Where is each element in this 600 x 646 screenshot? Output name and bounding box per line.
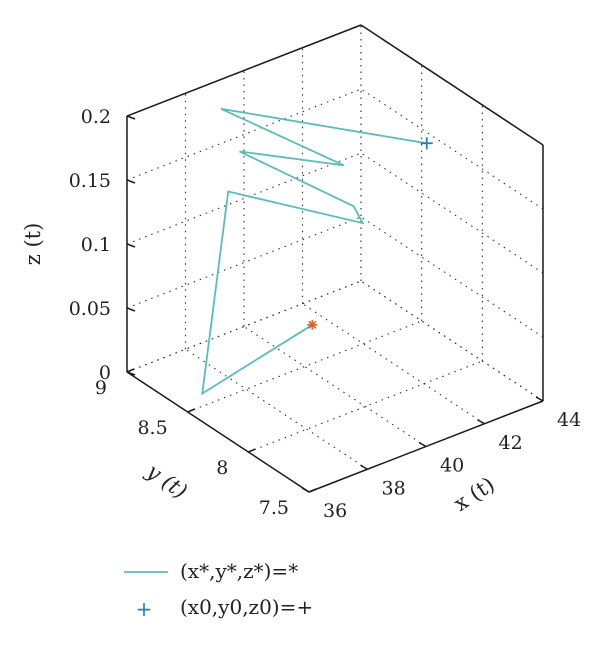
y-tick-label: 8.5	[137, 417, 167, 439]
grid-line	[185, 348, 368, 470]
y-tick-label: 8	[216, 457, 228, 479]
y-tick-mark	[308, 488, 317, 493]
y-tick-mark	[248, 448, 256, 453]
legend-label-plus: (x0,y0,z0)=+	[180, 595, 313, 619]
grid-line	[360, 216, 544, 338]
grid-line	[243, 326, 427, 447]
equilibrium-point-marker	[307, 319, 318, 330]
x-tick-mark	[535, 396, 544, 402]
grid-line	[360, 88, 544, 210]
legend-label-line: (x*,y*,z*)=*	[180, 559, 298, 583]
grid-line	[126, 280, 362, 373]
grid-line	[126, 152, 362, 245]
grid-line	[248, 360, 483, 453]
z-tick-label: 0.2	[81, 106, 111, 128]
axis-edge	[360, 24, 544, 146]
y-tick-mark	[187, 408, 195, 413]
z-axis-label: z (t)	[21, 223, 45, 266]
x-tick-label: 40	[440, 455, 464, 477]
grid-line	[360, 280, 544, 402]
grid-line	[126, 88, 362, 181]
grid-line	[360, 152, 544, 274]
x-tick-label: 42	[499, 432, 523, 454]
marker-stroke	[308, 320, 317, 329]
z-tick-mark	[126, 371, 136, 376]
axis-edge	[126, 371, 310, 493]
y-tick-label: 7.5	[259, 497, 289, 519]
grid-line	[126, 216, 362, 309]
z-tick-mark	[126, 307, 136, 312]
z-tick-label: 0.1	[81, 234, 111, 256]
grid-line	[302, 303, 485, 425]
z-tick-label: 0.15	[69, 170, 111, 192]
y-axis-label: y (t)	[142, 458, 192, 503]
axis-ticks: 0 0.05 0.1 0.15 0.2 7.5 8 8.5 9 36 38 40 42 44	[69, 106, 582, 522]
x-tick-mark	[418, 441, 427, 448]
z-tick-mark	[126, 179, 136, 184]
grid-line	[187, 320, 422, 413]
z-tick-label: 0	[99, 362, 111, 384]
x-tick-mark	[360, 464, 368, 470]
y-tick-mark	[126, 368, 135, 373]
trajectory-line	[201, 107, 427, 396]
x-tick-label: 36	[323, 500, 347, 522]
x-axis-label: x (t)	[449, 472, 498, 516]
x-tick-label: 44	[557, 409, 581, 431]
x-tick-mark	[301, 487, 310, 493]
initial-point-marker	[420, 137, 433, 150]
x-tick-mark	[477, 419, 485, 425]
z-tick-mark	[126, 243, 136, 248]
y-tick-label: 9	[95, 377, 107, 399]
x-tick-label: 38	[382, 477, 406, 499]
z-tick-label: 0.05	[69, 298, 111, 320]
z-tick-mark	[126, 115, 136, 120]
series-layer	[201, 107, 433, 396]
axis-edge	[126, 24, 362, 117]
legend: (x*,y*,z*)=* + (x0,y0,z0)=+	[124, 559, 313, 621]
legend-plus-symbol: +	[136, 597, 153, 621]
